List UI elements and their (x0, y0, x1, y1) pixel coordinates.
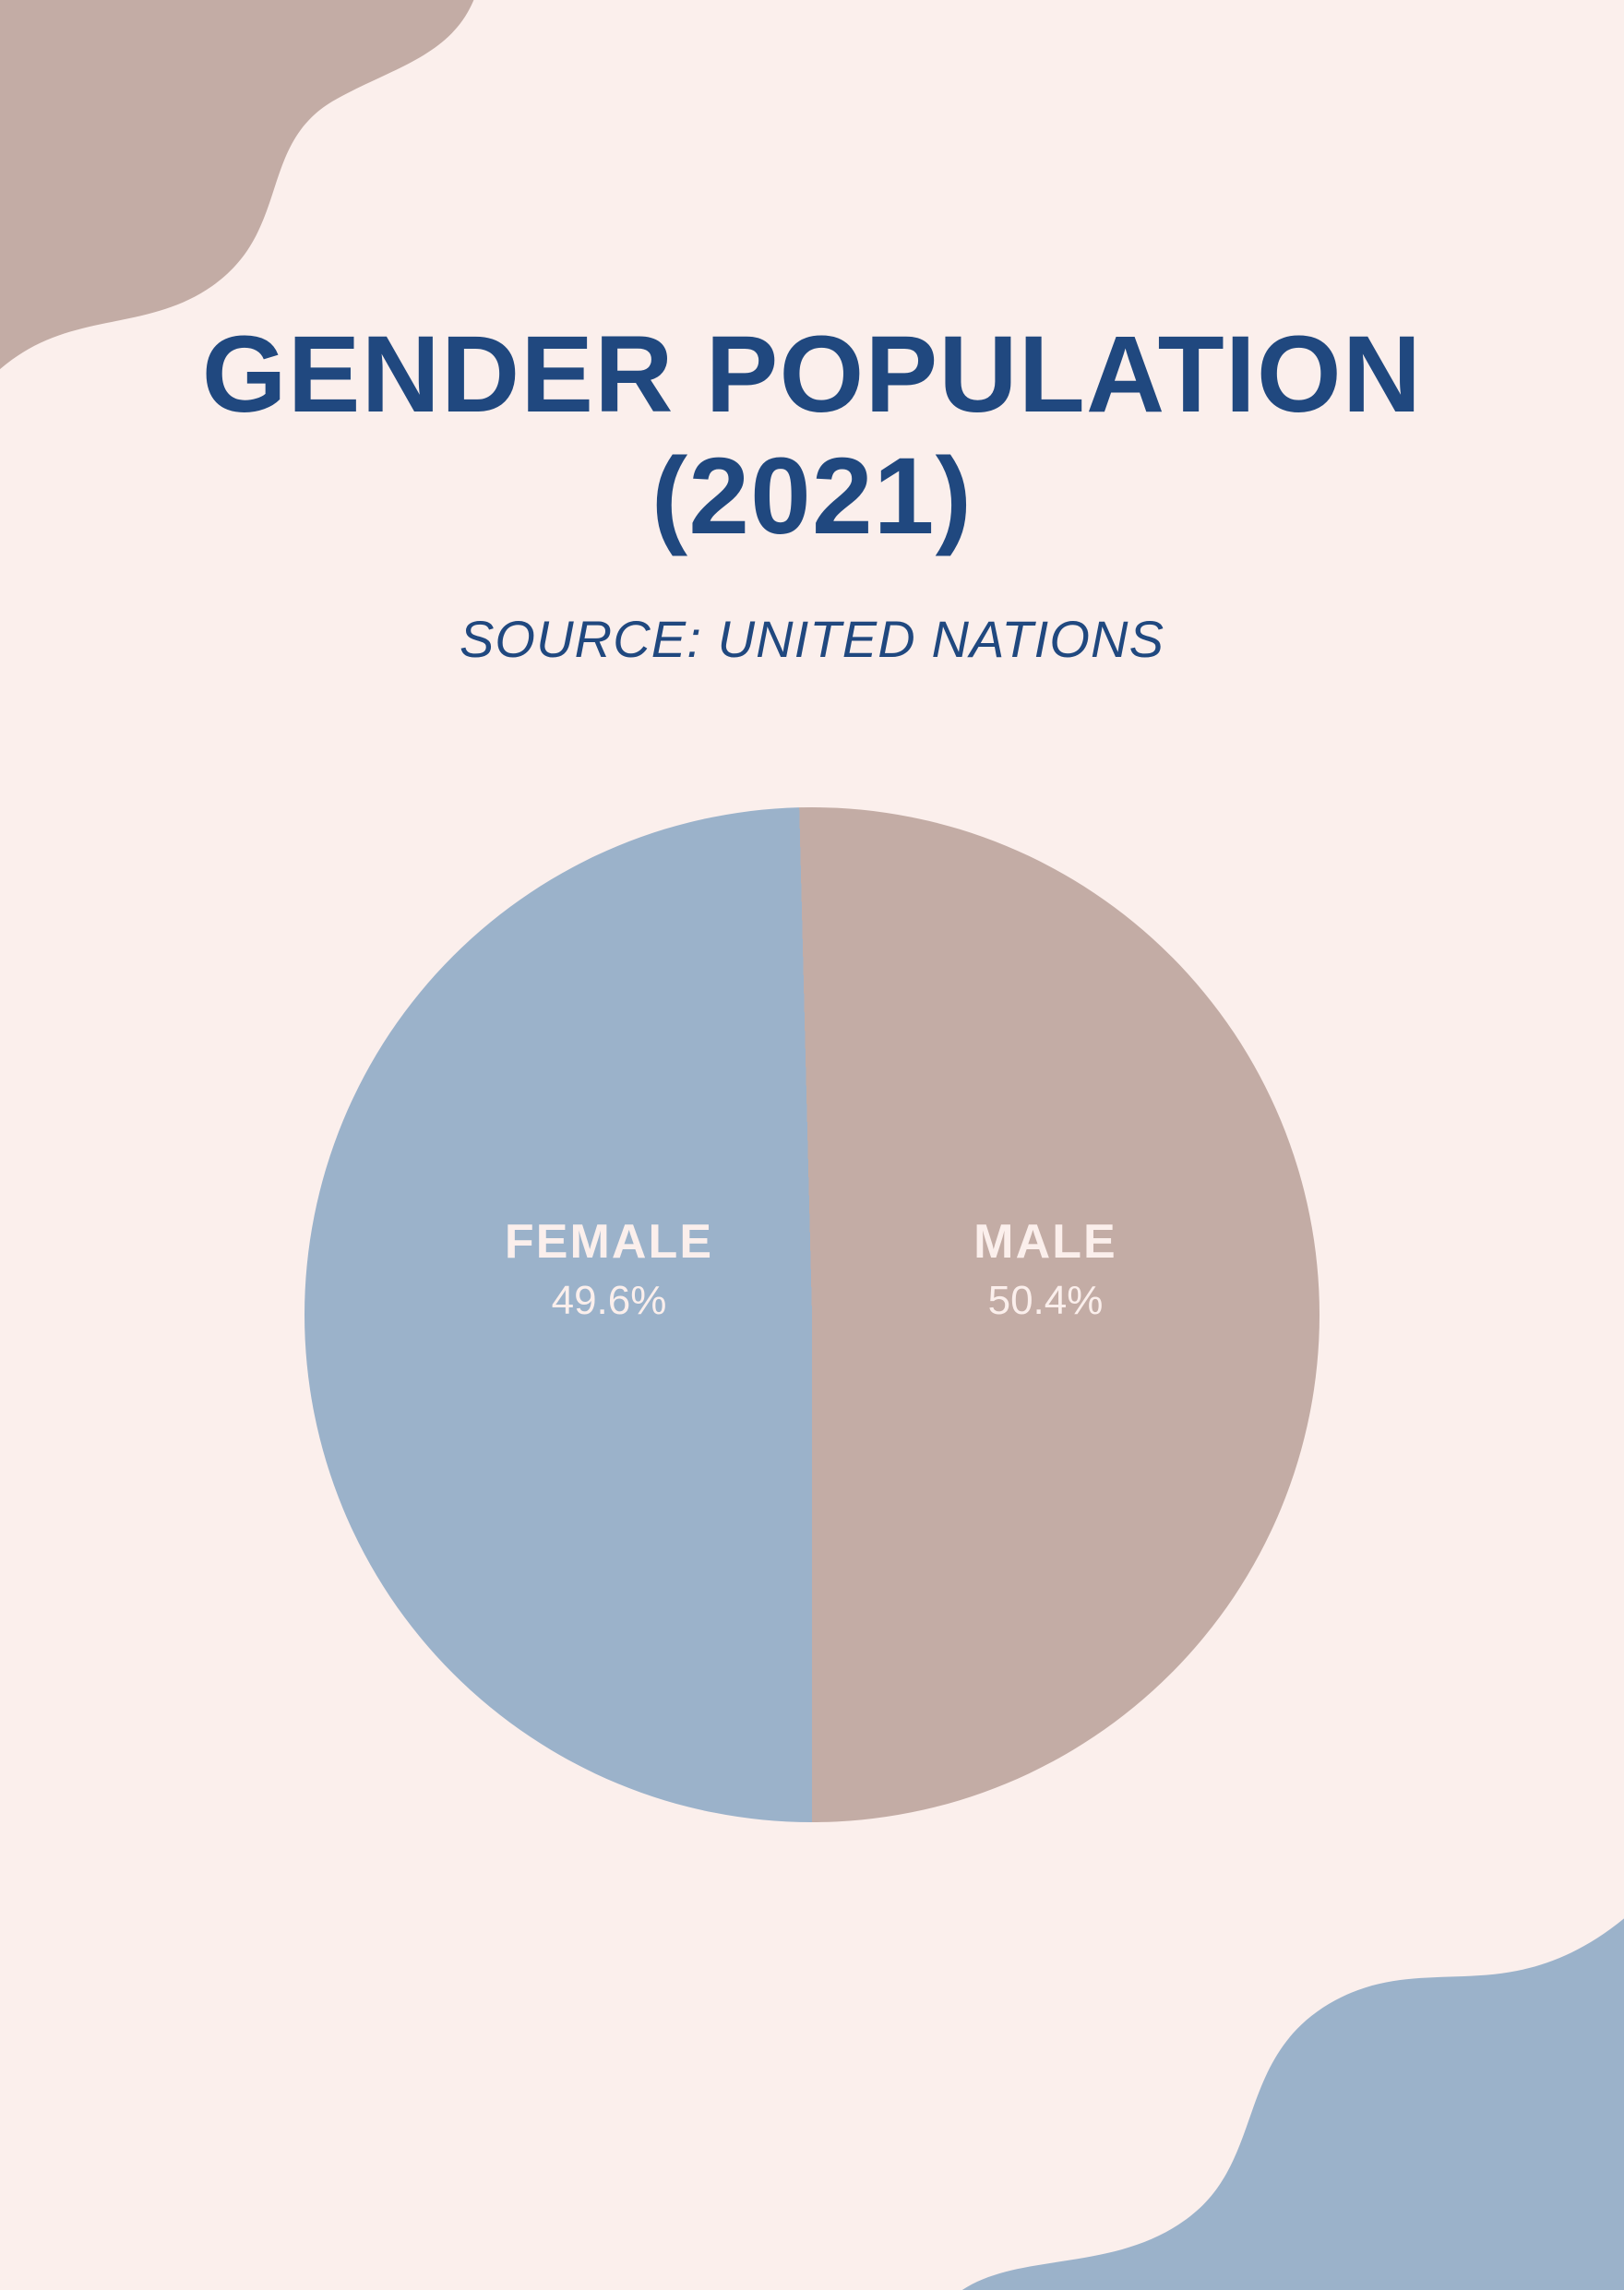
pie-chart: FEMALE 49.6% MALE 50.4% (304, 807, 1320, 1822)
slice-label-male: MALE 50.4% (842, 1213, 1248, 1325)
slice-name-female: FEMALE (406, 1213, 812, 1270)
slice-pct-male: 50.4% (842, 1277, 1248, 1326)
decorative-blob-bottom (960, 1847, 1624, 2290)
chart-title: GENDER POPULATION (2021) (202, 314, 1423, 557)
infographic-canvas: GENDER POPULATION (2021) SOURCE: UNITED … (0, 0, 1624, 2290)
slice-name-male: MALE (842, 1213, 1248, 1270)
content-area: GENDER POPULATION (2021) SOURCE: UNITED … (0, 0, 1624, 1822)
chart-subtitle: SOURCE: UNITED NATIONS (460, 609, 1164, 669)
slice-label-female: FEMALE 49.6% (406, 1213, 812, 1325)
title-line-1: GENDER POPULATION (202, 314, 1423, 435)
title-line-2: (2021) (651, 435, 973, 557)
slice-pct-female: 49.6% (406, 1277, 812, 1326)
